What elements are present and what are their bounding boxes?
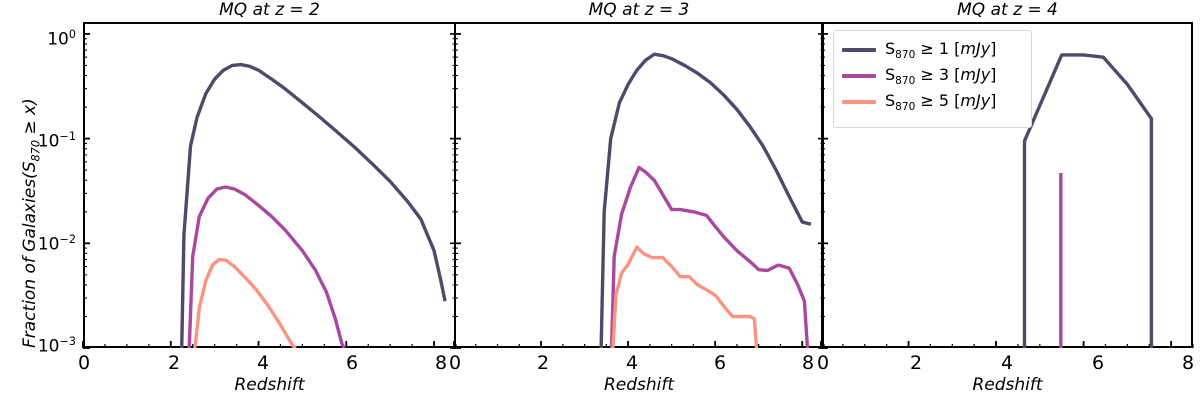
x-axis-label-1: Redshift — [234, 375, 305, 395]
legend-swatch-icon-2 — [842, 100, 876, 104]
series-line-0 — [1022, 53, 1154, 348]
x-tick-label-p1-2: 2 — [167, 352, 181, 374]
panel-axes-3 — [821, 22, 1193, 348]
series-line-1 — [609, 165, 810, 348]
x-tick-label-p2-0: 0 — [448, 352, 462, 374]
x-tick-label-p1-8: 8 — [434, 352, 448, 374]
x-axis-label-3: Redshift — [972, 375, 1043, 395]
legend-item-1: S870 ≥ 3 [mJy] — [842, 63, 1023, 89]
x-axis-label-2: Redshift — [603, 375, 675, 395]
legend-swatch-icon-0 — [842, 48, 876, 52]
x-tick-label-p2-8: 8 — [801, 352, 815, 374]
series-line-2 — [611, 245, 759, 348]
x-tick-label-p1-4: 4 — [256, 352, 270, 374]
x-tick-label-p3-4: 4 — [1000, 352, 1014, 374]
legend-item-2: S870 ≥ 5 [mJy] — [842, 89, 1023, 115]
y-tick-label-1e-2: 10−2 — [37, 233, 76, 255]
series-line-2 — [193, 257, 297, 348]
series-line-1 — [187, 185, 346, 348]
x-tick-label-p3-8: 8 — [1181, 352, 1195, 374]
series-line-0 — [180, 62, 447, 348]
panel-title-2: MQ at z = 3 — [588, 0, 690, 20]
x-tick-label-p3-6: 6 — [1091, 352, 1105, 374]
x-tick-label-p1-6: 6 — [345, 352, 359, 374]
x-tick-label-p2-6: 6 — [713, 352, 727, 374]
x-tick-label-p1-0: 0 — [77, 352, 91, 374]
x-tick-label-p3-0: 0 — [816, 352, 830, 374]
legend-label-2: S870 ≥ 5 [mJy] — [885, 90, 997, 114]
panel-title-3: MQ at z = 4 — [957, 0, 1058, 20]
y-tick-label-1e0: 100 — [47, 28, 76, 50]
panel-axes-2 — [454, 22, 824, 348]
panel-2-series — [599, 52, 812, 348]
legend-swatch-icon-1 — [842, 74, 876, 78]
panel-1-series — [180, 62, 447, 348]
y-tick-label-1e-1: 10−1 — [37, 130, 76, 152]
series-line-0 — [599, 52, 812, 348]
legend: S870 ≥ 1 [mJy] S870 ≥ 3 [mJy] S870 ≥ 5 [… — [833, 30, 1032, 128]
x-tick-label-p2-2: 2 — [536, 352, 550, 374]
legend-label-0: S870 ≥ 1 [mJy] — [885, 38, 997, 62]
legend-item-0: S870 ≥ 1 [mJy] — [842, 37, 1023, 63]
legend-label-1: S870 ≥ 3 [mJy] — [885, 64, 997, 88]
y-tick-label-1e-3: 10−3 — [37, 335, 76, 357]
x-tick-label-p2-4: 4 — [625, 352, 639, 374]
panel-title-1: MQ at z = 2 — [219, 0, 320, 20]
x-tick-label-p3-2: 2 — [909, 352, 923, 374]
panel-3-series — [1022, 53, 1154, 348]
